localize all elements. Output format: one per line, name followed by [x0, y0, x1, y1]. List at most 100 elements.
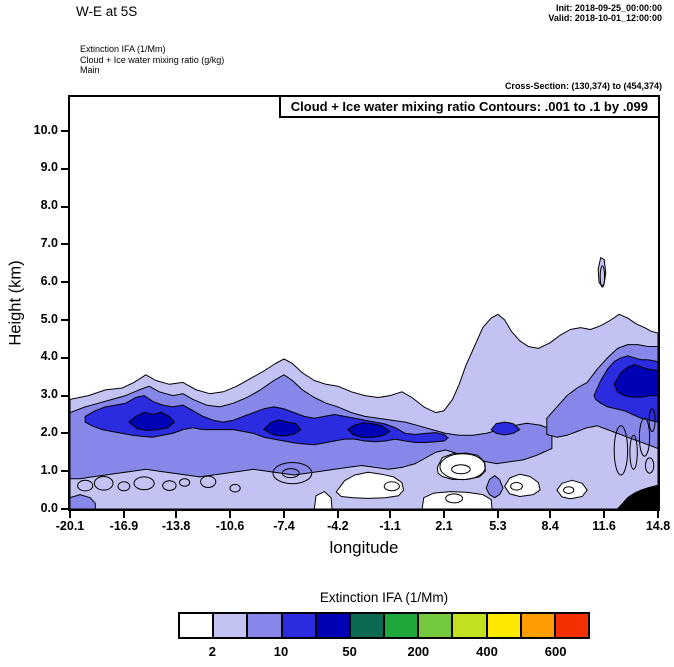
colorbar-title: Extinction IFA (1/Mm) — [319, 590, 449, 605]
x-tick-mark — [175, 511, 178, 518]
colorbar-cell-7 — [383, 614, 418, 637]
plot-area: Cloud + Ice water mixing ratio Contours:… — [68, 95, 660, 511]
x-tick-label: -7.4 — [273, 519, 295, 533]
extinction-ge-50-small-blob — [490, 421, 521, 436]
cloud-mixing-ratio-contour — [629, 434, 638, 470]
cloud-mixing-ratio-contour — [117, 481, 131, 492]
figure-title: W-E at 5S — [76, 4, 138, 19]
cloud-mixing-ratio-contour — [648, 408, 656, 433]
y-tick-mark — [61, 319, 70, 321]
cloud-mixing-ratio-contour — [445, 493, 464, 504]
clear-notch-3 — [421, 491, 493, 509]
cloud-mixing-ratio-contour — [162, 480, 177, 492]
field-line-cloud: Cloud + Ice water mixing ratio (g/kg) — [80, 54, 225, 65]
x-tick-label: 2.1 — [435, 519, 453, 533]
x-tick-mark — [549, 511, 552, 518]
field-description-block: Extinction IFA (1/Mm) Cloud + Ice water … — [80, 44, 224, 76]
x-tick-mark — [282, 511, 285, 518]
cloud-mixing-ratio-contour — [644, 457, 655, 474]
x-tick-label: -10.6 — [215, 519, 245, 533]
y-tick-label: 7.0 — [40, 235, 58, 250]
x-tick-label: 14.8 — [645, 519, 671, 533]
x-tick-label: -13.8 — [161, 519, 191, 533]
y-tick-label: 4.0 — [40, 349, 58, 364]
field-line-extinction: Extinction IFA (1/Mm) — [80, 44, 166, 54]
extinction-ge-10-surface-left — [70, 494, 96, 509]
y-tick-label: 9.0 — [40, 160, 58, 175]
colorbar-tick-label: 200 — [407, 644, 430, 659]
x-tick-label: -4.2 — [327, 519, 349, 533]
colorbar-tick-label: 10 — [273, 644, 289, 659]
x-tick-label: -20.1 — [55, 519, 85, 533]
y-tick-label: 2.0 — [40, 424, 58, 439]
colorbar-cell-8 — [417, 614, 452, 637]
colorbar-cell-9 — [451, 614, 486, 637]
x-tick-label: -1.1 — [379, 519, 401, 533]
x-axis-label: longitude — [329, 538, 399, 557]
x-tick-mark — [122, 511, 125, 518]
cloud-mixing-ratio-contour — [638, 417, 651, 457]
colorbar-cell-4 — [280, 614, 315, 637]
x-tick-mark — [336, 511, 339, 518]
x-tick-mark — [657, 511, 659, 518]
plot-inner-title: Cloud + Ice water mixing ratio Contours:… — [278, 95, 660, 118]
colorbar-cell-1 — [180, 614, 213, 637]
cloud-mixing-ratio-contour — [613, 425, 629, 476]
x-tick-mark — [443, 511, 446, 518]
y-tick-label: 10.0 — [33, 122, 58, 137]
cloud-mixing-ratio-contour — [229, 483, 241, 493]
y-tick-mark — [61, 394, 70, 397]
colorbar-cell-5 — [314, 614, 349, 637]
cloud-mixing-ratio-contour — [599, 265, 606, 288]
y-tick-label: 5.0 — [40, 311, 58, 326]
cloud-mixing-ratio-contour — [93, 476, 114, 491]
x-tick-mark — [229, 511, 232, 518]
colorbar-cell-10 — [485, 614, 520, 637]
cloud-mixing-ratio-contour — [272, 462, 313, 485]
y-tick-mark — [61, 470, 70, 473]
cloud-mixing-ratio-contour — [200, 475, 217, 488]
y-tick-label: 1.0 — [40, 462, 58, 477]
y-tick-label: 0.0 — [40, 500, 58, 515]
colorbar-tick-label: 600 — [544, 644, 567, 659]
y-tick-mark — [61, 130, 70, 133]
cloud-mixing-ratio-contour — [451, 464, 471, 475]
cloud-mixing-ratio-contour — [439, 453, 486, 481]
y-tick-label: 6.0 — [40, 273, 58, 288]
colorbar-cell-12 — [553, 614, 589, 637]
x-tick-mark — [389, 511, 392, 518]
colorbar — [178, 612, 590, 639]
field-line-main: Main — [80, 65, 100, 75]
valid-time-text: Valid: 2018-10-01_12:00:00 — [548, 13, 662, 23]
terrain — [617, 484, 658, 509]
colorbar-tick-label: 400 — [476, 644, 498, 659]
y-tick-mark — [61, 167, 70, 170]
y-tick-mark — [61, 243, 70, 246]
colorbar-cell-6 — [348, 614, 384, 637]
cloud-mixing-ratio-contour — [563, 486, 575, 495]
y-tick-label: 8.0 — [40, 198, 58, 213]
y-tick-mark — [61, 508, 70, 510]
y-tick-mark — [61, 281, 70, 284]
cloud-mixing-ratio-contour — [281, 468, 300, 479]
extinction-ge-200-blob-2 — [263, 419, 302, 437]
extinction-ge-200-blob-1 — [128, 411, 175, 431]
cloud-mixing-ratio-contour — [510, 482, 523, 491]
x-tick-mark — [496, 511, 499, 518]
colorbar-tick-label: 2 — [208, 644, 216, 659]
init-time-text: Init: 2018-09-25_00:00:00 — [555, 3, 662, 13]
x-tick-mark — [69, 511, 71, 518]
extinction-ge-200-blob-right — [613, 364, 658, 398]
cloud-mixing-ratio-contour — [77, 479, 94, 492]
cross-section-plot — [70, 257, 658, 509]
cross-section-text: Cross-Section: (130,374) to (454,374) — [504, 81, 662, 91]
x-tick-label: 8.4 — [541, 519, 559, 533]
clear-notch-6 — [313, 491, 333, 509]
colorbar-cell-3 — [246, 614, 281, 637]
clear-notch-5 — [556, 479, 588, 500]
cloud-mixing-ratio-contour — [133, 476, 155, 491]
clear-notch-1 — [335, 471, 405, 499]
colorbar-cell-11 — [519, 614, 554, 637]
y-tick-mark — [61, 205, 70, 208]
